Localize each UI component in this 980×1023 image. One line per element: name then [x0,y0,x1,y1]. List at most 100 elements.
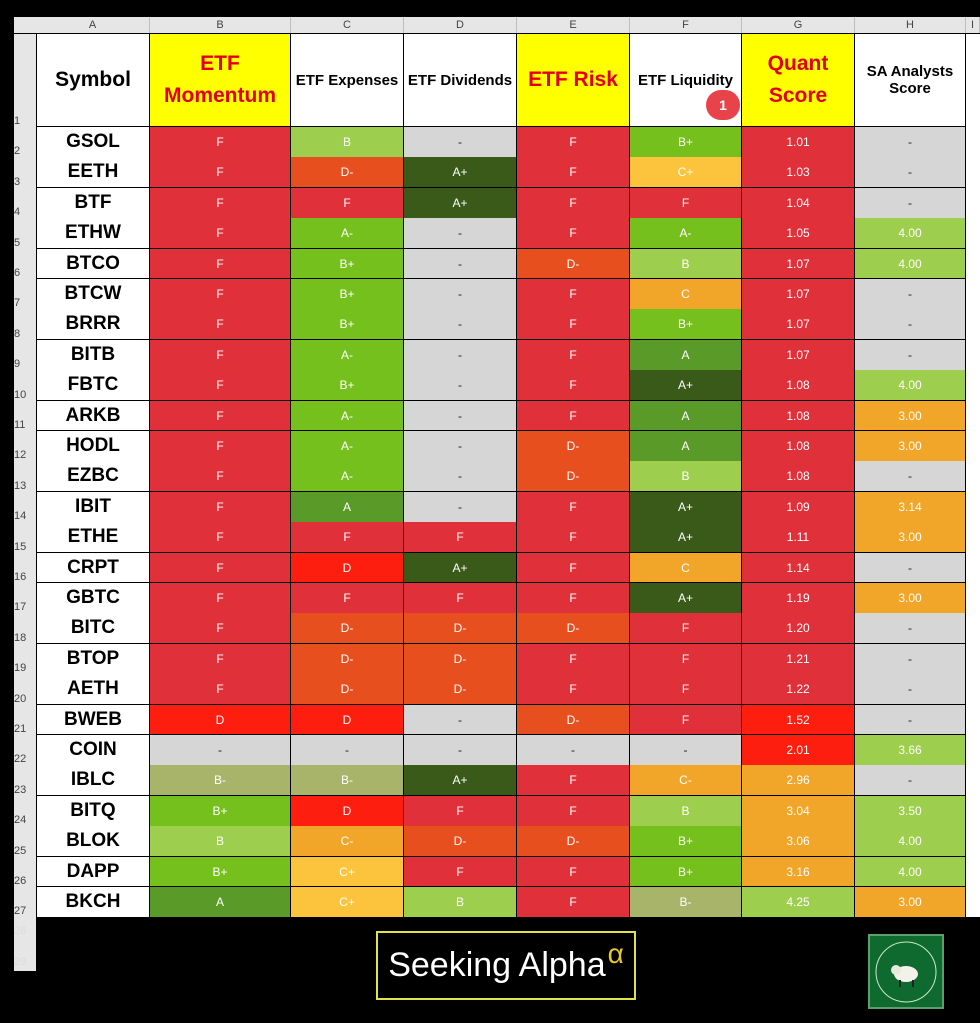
cell-sa-score[interactable]: - [855,157,966,189]
cell-dividends[interactable]: - [404,127,517,158]
cell-expenses[interactable]: C+ [291,856,404,888]
cell-sa-score[interactable]: - [855,674,966,706]
cell-dividends[interactable]: - [404,339,517,371]
cell-risk[interactable]: D- [517,613,630,645]
cell-expenses[interactable]: A- [291,218,404,250]
cell-dividends[interactable]: - [404,248,517,280]
cell-expenses[interactable]: C- [291,826,404,858]
cell-dividends[interactable]: A+ [404,552,517,584]
cell-symbol[interactable]: ETHE [36,522,150,554]
cell-dividends[interactable]: - [404,309,517,341]
cell-sa-score[interactable]: - [855,309,966,341]
cell-symbol[interactable]: BTCO [36,248,150,280]
cell-sa-score[interactable]: 3.00 [855,583,966,614]
cell-liquidity[interactable]: A [630,431,742,462]
cell-dividends[interactable]: - [404,279,517,310]
cell-sa-score[interactable]: - [855,279,966,310]
cell-risk[interactable]: F [517,339,630,371]
cell-momentum[interactable]: F [150,400,291,432]
cell-sa-score[interactable]: - [855,704,966,736]
cell-quant-score[interactable]: 1.07 [742,248,855,280]
cell-sa-score[interactable]: 4.00 [855,218,966,250]
cell-quant-score[interactable]: 1.03 [742,157,855,189]
cell-momentum[interactable]: B+ [150,795,291,827]
cell-liquidity[interactable]: A+ [630,491,742,523]
cell-liquidity[interactable]: A [630,339,742,371]
cell-dividends[interactable]: - [404,735,517,766]
cell-dividends[interactable]: - [404,461,517,493]
cell-sa-score[interactable]: 3.00 [855,431,966,462]
cell-dividends[interactable]: B [404,887,517,918]
cell-expenses[interactable]: D- [291,643,404,675]
cell-sa-score[interactable]: 3.14 [855,491,966,523]
cell-quant-score[interactable]: 3.06 [742,826,855,858]
cell-dividends[interactable]: - [404,400,517,432]
column-header-a[interactable]: A [36,17,150,33]
cell-momentum[interactable]: F [150,157,291,189]
cell-momentum[interactable]: F [150,127,291,158]
cell-sa-score[interactable]: 4.00 [855,248,966,280]
cell-risk[interactable]: F [517,887,630,918]
cell-symbol[interactable]: BITQ [36,795,150,827]
cell-liquidity[interactable]: B+ [630,309,742,341]
cell-expenses[interactable]: D- [291,613,404,645]
cell-quant-score[interactable]: 1.07 [742,309,855,341]
cell-liquidity[interactable]: C- [630,765,742,797]
cell-sa-score[interactable]: - [855,339,966,371]
cell-momentum[interactable]: - [150,735,291,766]
cell-momentum[interactable]: A [150,887,291,918]
cell-symbol[interactable]: ARKB [36,400,150,432]
cell-momentum[interactable]: F [150,339,291,371]
cell-symbol[interactable]: BRRR [36,309,150,341]
cell-expenses[interactable]: A- [291,400,404,432]
cell-liquidity[interactable]: B [630,248,742,280]
cell-liquidity[interactable]: B [630,795,742,827]
cell-symbol[interactable]: BKCH [36,887,150,918]
cell-risk[interactable]: - [517,735,630,766]
cell-symbol[interactable]: GBTC [36,583,150,614]
cell-quant-score[interactable]: 1.11 [742,522,855,554]
cell-quant-score[interactable]: 1.01 [742,127,855,158]
cell-symbol[interactable]: CRPT [36,552,150,584]
cell-expenses[interactable]: B+ [291,279,404,310]
cell-expenses[interactable]: F [291,187,404,219]
cell-symbol[interactable]: BITC [36,613,150,645]
cell-liquidity[interactable]: - [630,735,742,766]
cell-dividends[interactable]: D- [404,826,517,858]
cell-liquidity[interactable]: B+ [630,826,742,858]
cell-sa-score[interactable]: 4.00 [855,856,966,888]
cell-symbol[interactable]: DAPP [36,856,150,888]
cell-symbol[interactable]: EETH [36,157,150,189]
cell-momentum[interactable]: B+ [150,856,291,888]
cell-liquidity[interactable]: A+ [630,583,742,614]
cell-risk[interactable]: D- [517,826,630,858]
cell-quant-score[interactable]: 1.08 [742,370,855,402]
cell-sa-score[interactable]: - [855,187,966,219]
cell-liquidity[interactable]: F [630,613,742,645]
cell-dividends[interactable]: F [404,522,517,554]
cell-risk[interactable]: F [517,765,630,797]
cell-momentum[interactable]: F [150,187,291,219]
cell-expenses[interactable]: A [291,491,404,523]
cell-risk[interactable]: F [517,157,630,189]
cell-quant-score[interactable]: 3.04 [742,795,855,827]
cell-symbol[interactable]: ETHW [36,218,150,250]
cell-momentum[interactable]: F [150,461,291,493]
column-header-i[interactable]: I [966,17,980,33]
cell-dividends[interactable]: - [404,491,517,523]
cell-risk[interactable]: F [517,795,630,827]
cell-liquidity[interactable]: A [630,400,742,432]
cell-quant-score[interactable]: 1.21 [742,643,855,675]
cell-expenses[interactable]: A- [291,461,404,493]
cell-symbol[interactable]: BTOP [36,643,150,675]
cell-liquidity[interactable]: A+ [630,370,742,402]
cell-expenses[interactable]: D [291,795,404,827]
cell-dividends[interactable]: D- [404,674,517,706]
cell-quant-score[interactable]: 1.14 [742,552,855,584]
cell-sa-score[interactable]: - [855,127,966,158]
cell-quant-score[interactable]: 1.22 [742,674,855,706]
column-header-g[interactable]: G [742,17,855,33]
cell-dividends[interactable]: F [404,856,517,888]
cell-sa-score[interactable]: - [855,461,966,493]
cell-risk[interactable]: F [517,127,630,158]
